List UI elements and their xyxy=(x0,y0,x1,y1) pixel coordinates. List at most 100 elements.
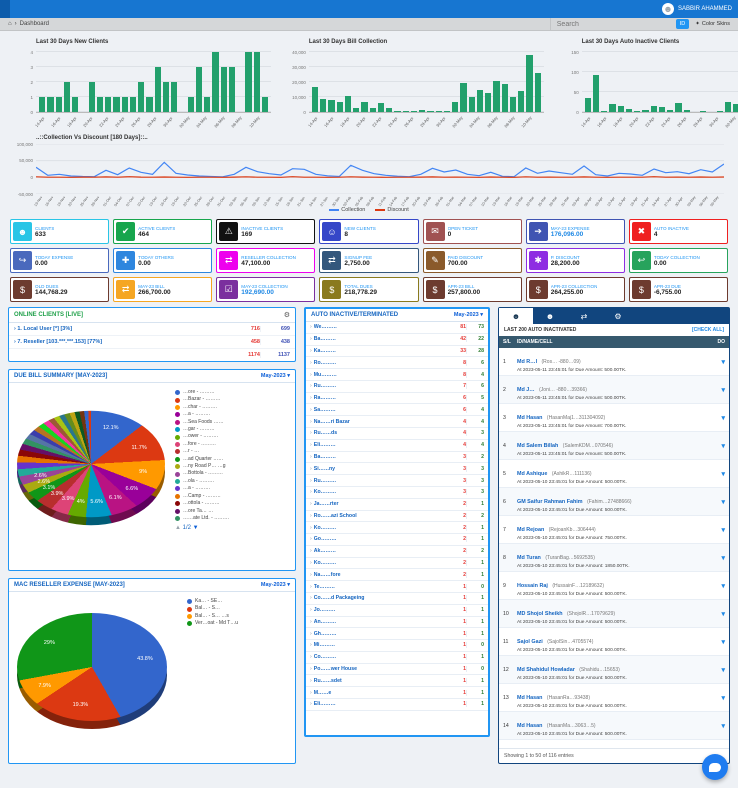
auto-inactive-row[interactable]: › Te……… 1 0 xyxy=(306,581,488,593)
client-name-link[interactable]: Md Hasan xyxy=(517,415,543,421)
bar[interactable] xyxy=(592,75,600,112)
client-name-link[interactable]: Md Shahidul Howladar xyxy=(517,667,575,673)
bar[interactable] xyxy=(634,110,641,112)
stat-card-today-collection[interactable]: ↩ TODAY COLLECTION 0.00 xyxy=(628,248,728,273)
chevron-down-icon[interactable]: ▾ xyxy=(721,582,725,590)
check-all-link[interactable]: [CHECK ALL] xyxy=(691,327,724,333)
auto-inactive-row[interactable]: › Gh……… 1 1 xyxy=(306,628,488,641)
bar[interactable] xyxy=(509,97,517,112)
auto-inactive-row[interactable]: › Po……wer House 1 0 xyxy=(306,664,488,676)
bar[interactable] xyxy=(377,103,385,112)
bar[interactable] xyxy=(353,107,360,112)
bar[interactable] xyxy=(452,102,459,112)
user-tab[interactable]: ☻ xyxy=(545,311,555,321)
bar[interactable] xyxy=(47,97,54,112)
chat-widget-button[interactable] xyxy=(702,754,728,780)
bar[interactable] xyxy=(113,97,120,112)
stat-card-today-others[interactable]: ✚ TODAY OTHERS 0.00 xyxy=(113,248,213,273)
auto-inactive-row[interactable]: › Na……fore 2 1 xyxy=(306,569,488,582)
bar[interactable] xyxy=(410,111,418,112)
auto-inactive-row[interactable]: › Eli……… 4 4 xyxy=(306,440,488,452)
auto-inactive-row[interactable]: › Ko……… 2 1 xyxy=(306,558,488,570)
client-name-link[interactable]: Md Hasan xyxy=(517,695,543,701)
bar[interactable] xyxy=(435,111,442,112)
auto-inactive-row[interactable]: › Go……… 2 1 xyxy=(306,534,488,546)
client-name-link[interactable]: GM Saifur Rahman Fahim xyxy=(517,499,583,505)
client-name-link[interactable]: Md Ashique xyxy=(517,471,548,477)
auto-inactive-row[interactable]: › Ja……rter 2 1 xyxy=(306,499,488,511)
stat-card-active-clients[interactable]: ✔ ACTIVE CLIENTS 464 xyxy=(113,219,213,244)
stat-card-inactive-clients[interactable]: ⚠ INACTIVE CLIENTS 169 xyxy=(216,219,316,244)
new-clients-plot[interactable]: 0 1 2 3 4 xyxy=(30,49,271,115)
stat-card-apr-23-collection[interactable]: $ APR-23 COLLECTION 264,255.00 xyxy=(525,277,625,302)
bar[interactable] xyxy=(724,102,732,112)
stat-card-new-clients[interactable]: ☺ NEW CLIENTS 8 xyxy=(319,219,419,244)
bar[interactable] xyxy=(700,111,707,112)
client-name-link[interactable]: Sajol Gazi xyxy=(517,639,543,645)
bar[interactable] xyxy=(220,67,227,112)
client-name-link[interactable]: Md Rejoan xyxy=(517,527,545,533)
bar[interactable] xyxy=(650,106,657,112)
user-menu[interactable]: ☻ SABBIR AHAMMED xyxy=(661,3,738,15)
auto-inactive-row[interactable]: › Ko……… 2 1 xyxy=(306,522,488,535)
auto-inactive-row[interactable]: › Ak……… 2 2 xyxy=(306,546,488,558)
bar[interactable] xyxy=(675,102,682,112)
auto-inactive-row[interactable]: › Na……ri Bazar 4 4 xyxy=(306,416,488,429)
bar[interactable] xyxy=(121,97,128,112)
search-input[interactable] xyxy=(549,18,670,30)
bar[interactable] xyxy=(402,111,409,112)
bar[interactable] xyxy=(320,98,327,112)
bar[interactable] xyxy=(195,67,202,112)
client-name-link[interactable]: Md J… xyxy=(517,387,535,393)
bar[interactable] xyxy=(154,67,161,112)
bar[interactable] xyxy=(476,89,484,112)
settings-tab[interactable]: ⚙ xyxy=(614,311,622,321)
stat-card-may-23-expense[interactable]: ➔ MAY-23 EXPENSE 176,096.00 xyxy=(525,219,625,244)
chevron-down-icon[interactable]: ▾ xyxy=(721,526,725,534)
mac-reseller-pie-chart[interactable]: 43.8% 19.3% 7.9% 29% xyxy=(13,596,183,738)
client-name-link[interactable]: MD Shojol Sheikh xyxy=(517,611,563,617)
line-chart-plot[interactable]: -50,000 0 50,000 100,000 xyxy=(17,142,725,197)
chevron-down-icon[interactable]: ▾ xyxy=(721,694,725,702)
bar[interactable] xyxy=(96,97,103,112)
bar[interactable] xyxy=(187,97,194,112)
bar[interactable] xyxy=(72,97,79,112)
auto-inactive-row[interactable]: › Ka……… 33 28 xyxy=(306,346,488,358)
bar[interactable] xyxy=(253,52,260,112)
client-name-link[interactable]: Hossain Raj xyxy=(517,583,548,589)
stat-card-may-23-collection[interactable]: ☑ MAY-23 COLLECTION 192,690.00 xyxy=(216,277,316,302)
stat-card-may-23-bill[interactable]: ⇄ MAY-23 BILL 266,700.00 xyxy=(113,277,213,302)
bar[interactable] xyxy=(683,110,690,112)
stat-card-p-discount[interactable]: ✱ P. DISCOUNT 28,200.00 xyxy=(525,248,625,273)
bar[interactable] xyxy=(534,73,541,112)
auto-inactive-row[interactable]: › Ba……… 42 22 xyxy=(306,334,488,346)
bar[interactable] xyxy=(667,110,674,112)
bill-collection-plot[interactable]: 0 10,000 20,000 30,000 40,000 xyxy=(292,49,544,115)
bar[interactable] xyxy=(204,97,211,112)
stat-card-old-dues[interactable]: $ OLD DUES 144,768.29 xyxy=(10,277,110,302)
bar[interactable] xyxy=(162,82,169,112)
bar[interactable] xyxy=(146,97,153,112)
auto-inactive-row[interactable]: › Ko……… 3 3 xyxy=(306,487,488,499)
color-skins-button[interactable]: ✦ Color Skins xyxy=(695,21,730,27)
auto-inactive-row[interactable]: › Ru……sdet 1 1 xyxy=(306,675,488,688)
bar[interactable] xyxy=(518,91,525,112)
bar[interactable] xyxy=(419,109,426,112)
sidebar-toggle[interactable] xyxy=(0,0,10,18)
auto-inactive-plot[interactable]: 0 50 100 150 xyxy=(571,49,738,115)
bar[interactable] xyxy=(361,102,368,112)
chevron-down-icon[interactable]: ▾ xyxy=(721,442,725,450)
page-down-icon[interactable]: ▼ xyxy=(192,525,199,532)
bar[interactable] xyxy=(642,110,649,112)
chevron-down-icon[interactable]: ▾ xyxy=(721,610,725,618)
stat-card-open-ticket[interactable]: ✉ OPEN TICKET 0 xyxy=(422,219,522,244)
auto-inactive-row[interactable]: › We……… 81 73 xyxy=(306,322,488,334)
bar[interactable] xyxy=(171,82,178,112)
due-bill-pie-chart[interactable]: 12.1% 11.7% 9% 6.6% 6.1% 5.6% 4% 3.9% 3.9% 3.1% 2.… xyxy=(13,387,171,541)
home-icon[interactable]: ⌂ xyxy=(8,21,12,27)
auto-inactive-row[interactable]: › Ru……… 7 6 xyxy=(306,381,488,393)
bar[interactable] xyxy=(427,111,434,112)
client-name-link[interactable]: Md Hasan xyxy=(517,723,543,729)
bar[interactable] xyxy=(617,106,624,112)
bar[interactable] xyxy=(212,52,219,112)
